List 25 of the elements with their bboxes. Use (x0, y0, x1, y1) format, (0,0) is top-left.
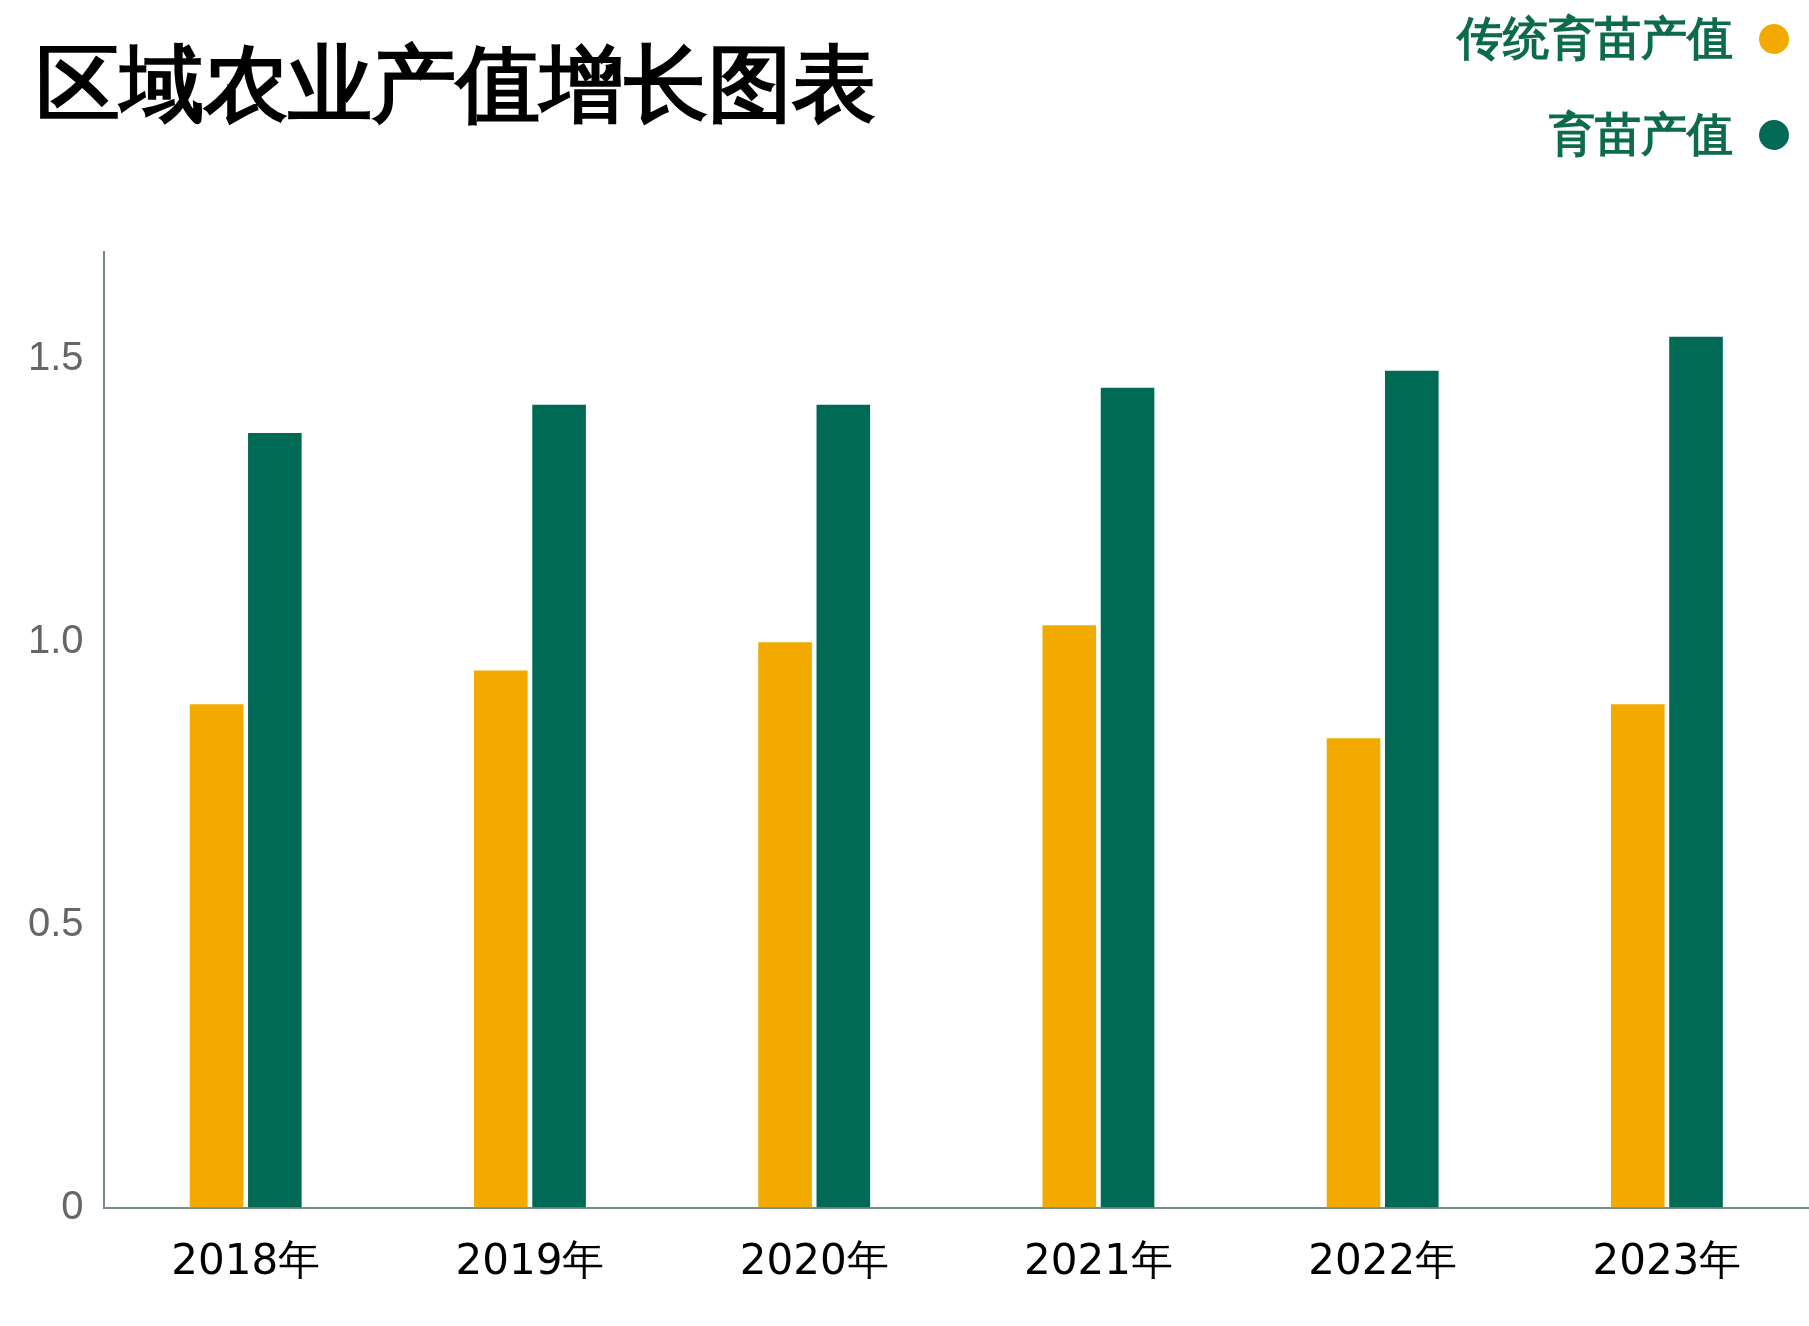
y-tick-label: 1.5 (28, 334, 84, 379)
bar (1384, 370, 1439, 1208)
bar (816, 404, 871, 1208)
legend-label: 传统育苗产值 (1457, 10, 1733, 67)
bar (1042, 625, 1097, 1208)
bar (1669, 336, 1723, 1208)
x-tick-label: 2023年 (1592, 1234, 1742, 1284)
x-tick-label: 2018年 (171, 1234, 321, 1284)
x-tick-label: 2019年 (455, 1234, 605, 1284)
bar (189, 704, 244, 1208)
x-tick-label: 2021年 (1023, 1234, 1173, 1284)
y-tick-label: 0 (61, 1182, 84, 1227)
bar (758, 642, 812, 1208)
y-tick-label: 1.0 (28, 617, 84, 662)
bar (532, 404, 586, 1208)
bar (1326, 738, 1381, 1208)
bar (1100, 387, 1155, 1208)
x-tick-label: 2020年 (739, 1234, 889, 1284)
y-tick-label: 0.5 (28, 899, 84, 944)
legend-label: 育苗产值 (1549, 106, 1733, 163)
bar (474, 670, 528, 1208)
bar (1610, 704, 1665, 1208)
chart-title: 区域农业产值增长图表 (36, 34, 876, 135)
x-tick-label: 2022年 (1308, 1234, 1458, 1284)
bar (248, 432, 302, 1208)
